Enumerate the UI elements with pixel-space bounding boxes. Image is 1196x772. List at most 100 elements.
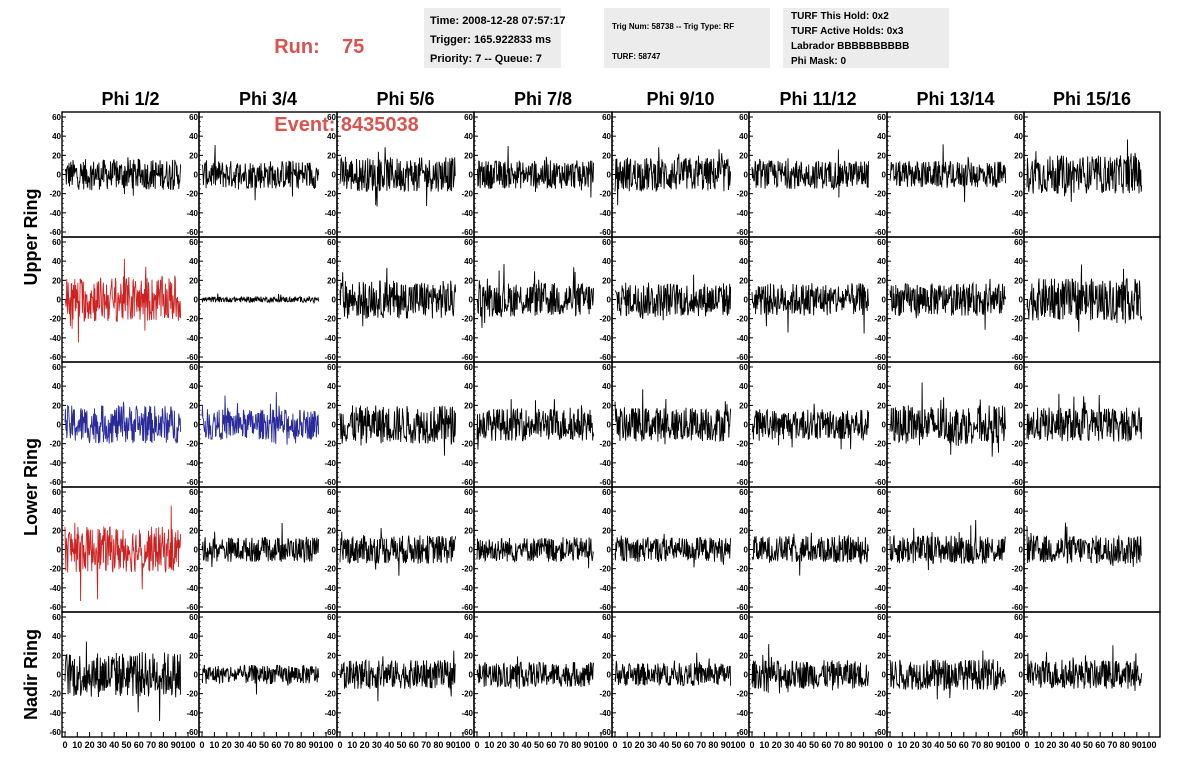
x-tick-label: 100 [1005, 740, 1020, 750]
x-tick-label: 30 [1059, 740, 1069, 750]
y-tick-label: -60 [186, 728, 198, 737]
column-header: Phi 15/16 [1053, 89, 1131, 109]
waveform-trace [64, 157, 182, 196]
y-tick-label: -20 [186, 565, 198, 574]
column-header: Phi 3/4 [239, 89, 297, 109]
y-tick-label: 20 [189, 276, 198, 285]
y-tick-label: -40 [461, 709, 473, 718]
y-tick-label: -40 [599, 209, 611, 218]
trigger-info-panel: Trig Num: 58738 -- Trig Type: RF TURF: 5… [604, 8, 770, 68]
y-tick-label: 0 [57, 296, 62, 305]
y-tick-label: -60 [599, 228, 611, 237]
column-header: Phi 11/12 [779, 89, 856, 109]
y-tick-label: 40 [739, 632, 748, 641]
y-tick-label: -20 [324, 440, 336, 449]
run-event-box: Run: 75 Event: 8435038 [252, 8, 419, 164]
x-tick-label: 0 [749, 740, 754, 750]
y-tick-label: 20 [602, 276, 611, 285]
y-tick-label: 20 [739, 651, 748, 660]
y-tick-label: 20 [739, 276, 748, 285]
y-tick-label: 40 [602, 507, 611, 516]
x-tick-label: 20 [360, 740, 370, 750]
x-tick-label: 100 [318, 740, 333, 750]
time-info-panel: Time: 2008-12-28 07:57:17 Trigger: 165.9… [424, 8, 566, 68]
x-tick-label: 0 [199, 740, 204, 750]
run-label: Run: [274, 36, 320, 58]
y-tick-label: 0 [607, 296, 612, 305]
x-tick-label: 80 [571, 740, 581, 750]
y-tick-label: -40 [49, 459, 61, 468]
waveform-trace [614, 147, 732, 206]
column-header: Phi 1/2 [101, 89, 159, 109]
y-tick-label: -60 [599, 603, 611, 612]
y-tick-label: -40 [186, 334, 198, 343]
y-tick-label: 40 [189, 382, 198, 391]
y-tick-label: -40 [1011, 584, 1023, 593]
y-tick-label: -20 [324, 190, 336, 199]
x-tick-label: 50 [259, 740, 269, 750]
y-tick-label: 0 [744, 171, 749, 180]
x-tick-label: 50 [671, 740, 681, 750]
y-tick-label: 20 [1014, 651, 1023, 660]
y-tick-label: 40 [877, 382, 886, 391]
y-tick-label: 60 [602, 363, 611, 372]
y-tick-label: 40 [327, 382, 336, 391]
y-tick-label: -40 [874, 334, 886, 343]
y-tick-label: 60 [189, 113, 198, 122]
y-tick-label: 0 [607, 546, 612, 555]
x-tick-label: 100 [1141, 740, 1156, 750]
y-tick-label: 60 [52, 613, 61, 622]
y-tick-label: -40 [186, 459, 198, 468]
x-tick-label: 0 [337, 740, 342, 750]
x-tick-label: 20 [772, 740, 782, 750]
y-tick-label: 40 [1014, 632, 1023, 641]
y-tick-label: -40 [736, 459, 748, 468]
plot-frame [198, 111, 338, 238]
x-tick-label: 50 [809, 740, 819, 750]
y-tick-label: 20 [189, 651, 198, 660]
y-tick-label: -20 [186, 190, 198, 199]
waveform-trace [751, 403, 870, 450]
y-tick-label: 60 [1014, 238, 1023, 247]
y-tick-label: 20 [464, 401, 473, 410]
y-tick-label: 0 [57, 671, 62, 680]
y-tick-label: -20 [49, 315, 61, 324]
x-tick-label: 100 [180, 740, 195, 750]
y-tick-label: 60 [52, 488, 61, 497]
x-tick-label: 20 [85, 740, 95, 750]
y-tick-label: 0 [332, 296, 337, 305]
waveform-trace [614, 274, 732, 321]
y-tick-label: 40 [189, 507, 198, 516]
y-tick-label: -40 [324, 709, 336, 718]
waveform-trace [201, 145, 320, 201]
y-tick-label: -20 [324, 690, 336, 699]
y-tick-label: 0 [332, 671, 337, 680]
waveform-trace [476, 399, 595, 450]
y-tick-label: -60 [736, 478, 748, 487]
y-tick-label: -60 [461, 353, 473, 362]
y-tick-label: 20 [877, 526, 886, 535]
y-tick-label: 60 [327, 613, 336, 622]
y-tick-label: 20 [1014, 276, 1023, 285]
y-tick-label: 0 [57, 421, 62, 430]
y-tick-label: -20 [461, 440, 473, 449]
y-tick-label: -20 [461, 315, 473, 324]
waveform-trace [201, 522, 320, 568]
y-tick-label: -20 [599, 440, 611, 449]
y-tick-label: -60 [186, 228, 198, 237]
y-tick-label: 60 [877, 363, 886, 372]
waveform-trace [339, 527, 457, 576]
y-tick-label: 60 [1014, 488, 1023, 497]
y-tick-label: -60 [324, 353, 336, 362]
y-tick-label: -40 [736, 584, 748, 593]
y-tick-label: -60 [599, 353, 611, 362]
y-tick-label: -40 [49, 584, 61, 593]
y-tick-label: -20 [1011, 315, 1023, 324]
y-tick-label: 60 [739, 488, 748, 497]
y-tick-label: -20 [874, 440, 886, 449]
y-tick-label: -40 [49, 334, 61, 343]
y-tick-label: 40 [52, 632, 61, 641]
y-tick-label: -60 [736, 228, 748, 237]
y-tick-label: -40 [1011, 459, 1023, 468]
y-tick-label: -40 [461, 334, 473, 343]
